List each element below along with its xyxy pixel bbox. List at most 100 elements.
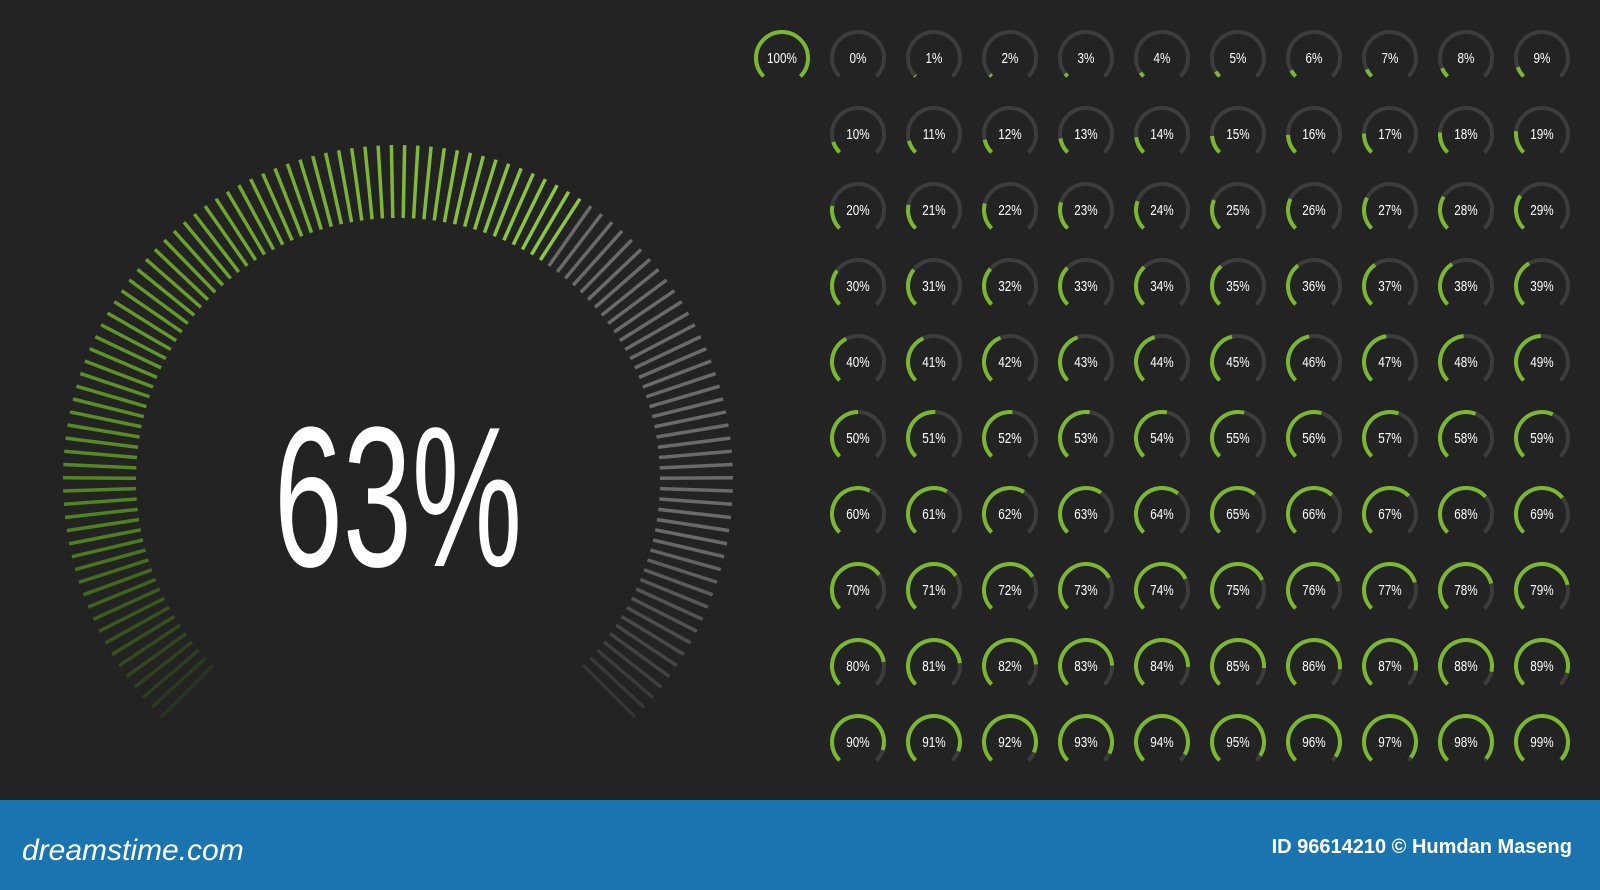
gauge-tick — [596, 648, 655, 699]
gauge-tick — [172, 229, 225, 287]
gauge-tick — [659, 486, 733, 493]
gauge-tick — [349, 147, 364, 221]
gauge-label: 28% — [1454, 202, 1477, 219]
gauge-arc — [1514, 261, 1531, 306]
gauge-label: 50% — [846, 430, 869, 447]
small-gauge: 5% — [1210, 30, 1266, 78]
small-gauge: 79% — [1514, 562, 1570, 610]
small-gauge: 62% — [982, 486, 1038, 534]
small-gauge: 50% — [830, 410, 886, 458]
gauge-tick — [78, 558, 150, 584]
gauge-tick — [89, 347, 158, 379]
gauge-label: 26% — [1302, 202, 1325, 219]
gauge-label: 58% — [1454, 430, 1477, 447]
gauge-label: 3% — [1078, 50, 1095, 67]
gauge-tick — [571, 229, 624, 287]
small-gauge: 32% — [982, 258, 1038, 306]
gauge-arc — [1438, 410, 1477, 458]
gauge-arc — [982, 410, 1013, 458]
small-gauge: 85% — [1210, 638, 1266, 686]
gauge-label: 86% — [1302, 658, 1325, 675]
gauge-arc — [1438, 714, 1494, 762]
gauge-track — [1058, 30, 1114, 78]
gauge-tick — [214, 197, 258, 261]
gauge-arc — [1210, 486, 1257, 534]
gauge-tick — [144, 257, 203, 309]
gauge-label: 87% — [1378, 658, 1401, 675]
gauge-track — [1058, 106, 1114, 154]
gauge-arc — [1058, 486, 1103, 534]
gauge-arc — [1286, 714, 1342, 762]
gauge-tick — [100, 323, 167, 361]
gauge-arc — [1362, 714, 1418, 762]
gauge-arc — [982, 562, 1035, 610]
gauge-label: 88% — [1454, 658, 1477, 675]
gauge-label: 39% — [1530, 278, 1553, 295]
small-gauge: 95% — [1210, 714, 1266, 762]
gauge-arc — [1514, 714, 1570, 762]
gauge-tick — [336, 149, 354, 223]
gauge-tick — [538, 197, 582, 261]
gauge-label: 71% — [922, 582, 945, 599]
gauge-tick — [649, 384, 721, 409]
small-gauge: 66% — [1286, 486, 1342, 534]
gauge-arc — [1210, 264, 1223, 306]
gauge-tick — [84, 359, 154, 389]
gauge-arc — [1515, 66, 1526, 78]
small-gauge: 47% — [1362, 334, 1418, 382]
small-gauge: 57% — [1362, 410, 1418, 458]
small-gauge: 18% — [1438, 106, 1494, 154]
gauge-tick — [658, 507, 732, 520]
gauge-tick — [615, 623, 678, 668]
gauge-arc — [1438, 132, 1450, 154]
gauge-arc — [1514, 562, 1570, 610]
small-gauge: 78% — [1438, 562, 1494, 610]
gauge-arc — [1362, 196, 1374, 230]
gauge-arc — [1058, 137, 1070, 154]
gauge-tick — [659, 462, 733, 470]
gauge-arc — [1210, 334, 1233, 382]
gauge-tick — [249, 178, 285, 246]
gauge-tick — [657, 436, 731, 449]
gauge-arc — [831, 141, 842, 154]
gauge-label: 46% — [1302, 354, 1325, 371]
gauge-arc — [1364, 68, 1374, 78]
gauge-label: 76% — [1302, 582, 1325, 599]
gauge-tick — [203, 205, 249, 267]
footer-brand: dreamstime.com — [22, 834, 244, 867]
gauge-label: 38% — [1454, 278, 1477, 295]
gauge-label: 72% — [998, 582, 1021, 599]
gauge-label: 9% — [1534, 50, 1551, 67]
gauge-label: 32% — [998, 278, 1021, 295]
small-gauge: 75% — [1210, 562, 1266, 610]
gauge-arc — [906, 486, 948, 534]
gauge-label: 96% — [1302, 734, 1325, 751]
gauge-label: 42% — [998, 354, 1021, 371]
gauge-arc — [1438, 638, 1494, 686]
small-gauge: 26% — [1286, 182, 1342, 230]
gauge-tick — [658, 449, 732, 460]
gauge-label: 53% — [1074, 430, 1097, 447]
gauge-tick — [618, 300, 683, 343]
small-gauge: 35% — [1210, 258, 1266, 306]
gauge-label: 63% — [1074, 506, 1097, 523]
gauge-arc — [1134, 335, 1156, 382]
gauge-label: 74% — [1150, 582, 1173, 599]
gauge-label: 29% — [1530, 202, 1553, 219]
small-gauge: 16% — [1286, 106, 1342, 154]
small-gauge: 83% — [1058, 638, 1114, 686]
gauge-arc — [1362, 263, 1377, 306]
gauge-label: 95% — [1226, 734, 1249, 751]
gauge-tick — [473, 159, 498, 230]
gauge-tick — [656, 517, 730, 533]
gauge-tick — [72, 397, 145, 419]
small-gauge: 13% — [1058, 106, 1114, 154]
gauge-arc — [1361, 485, 1411, 534]
small-gauge: 69% — [1513, 486, 1570, 534]
gauge-arc — [1134, 562, 1188, 610]
gauge-arc — [982, 203, 994, 230]
gauge-tick — [153, 248, 210, 301]
gauge-tick — [363, 146, 374, 220]
gauge-tick — [113, 300, 178, 343]
